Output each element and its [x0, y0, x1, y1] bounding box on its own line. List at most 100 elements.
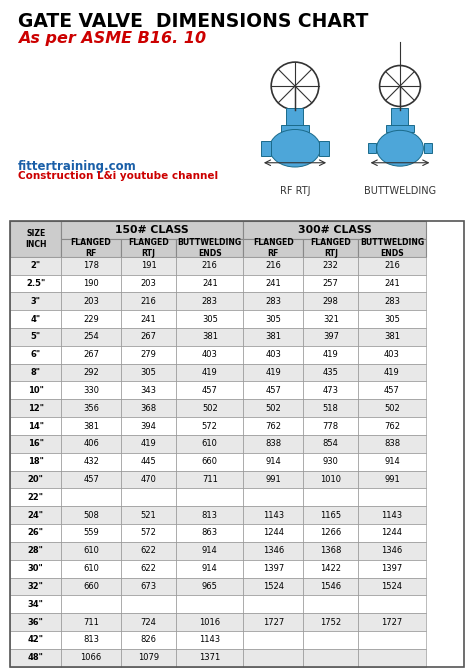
Text: 502: 502	[384, 404, 400, 413]
Text: 403: 403	[384, 350, 400, 359]
Bar	[121, 346, 176, 364]
Bar	[176, 381, 243, 399]
Text: 321: 321	[323, 315, 339, 324]
Text: 406: 406	[83, 440, 99, 448]
Text: 572: 572	[202, 421, 218, 431]
Text: 778: 778	[323, 421, 339, 431]
Bar	[121, 559, 176, 578]
Text: 356: 356	[83, 404, 99, 413]
Bar	[303, 596, 358, 613]
Text: 24": 24"	[28, 511, 44, 520]
Bar	[243, 292, 303, 310]
Text: 660: 660	[202, 457, 218, 466]
Bar	[176, 435, 243, 453]
Bar	[358, 239, 426, 257]
Bar	[176, 524, 243, 542]
Bar	[10, 507, 61, 524]
Bar	[10, 631, 61, 649]
Text: 854: 854	[323, 440, 339, 448]
Bar	[303, 435, 358, 453]
Text: 22": 22"	[28, 493, 44, 502]
Text: 572: 572	[141, 529, 156, 537]
Bar	[243, 578, 303, 596]
Text: 622: 622	[141, 564, 156, 573]
Text: BUTTWELDING
ENDS: BUTTWELDING ENDS	[178, 238, 242, 257]
Text: 838: 838	[384, 440, 400, 448]
Bar	[61, 649, 121, 667]
Text: 419: 419	[384, 368, 400, 377]
Bar	[10, 399, 61, 417]
Bar	[303, 328, 358, 346]
Text: 6": 6"	[31, 350, 41, 359]
Text: 203: 203	[83, 297, 99, 306]
Bar	[358, 524, 426, 542]
Bar	[358, 649, 426, 667]
Text: 232: 232	[323, 261, 339, 270]
Bar	[121, 649, 176, 667]
Bar	[303, 417, 358, 435]
Text: 965: 965	[202, 582, 218, 591]
Text: 300# CLASS: 300# CLASS	[298, 225, 371, 235]
Text: 559: 559	[83, 529, 99, 537]
Text: 305: 305	[202, 315, 218, 324]
Text: 368: 368	[141, 404, 157, 413]
Text: 190: 190	[83, 279, 99, 288]
Bar	[243, 239, 303, 257]
Bar	[176, 310, 243, 328]
Bar	[61, 453, 121, 470]
Bar	[121, 399, 176, 417]
Bar	[61, 578, 121, 596]
Text: 216: 216	[141, 297, 156, 306]
Text: 267: 267	[141, 332, 156, 342]
Bar	[10, 488, 61, 507]
Bar	[303, 453, 358, 470]
Bar	[243, 596, 303, 613]
Text: 216: 216	[265, 261, 281, 270]
Text: 343: 343	[141, 386, 156, 395]
Text: 381: 381	[265, 332, 281, 342]
Bar	[176, 613, 243, 631]
Bar	[121, 631, 176, 649]
Bar	[243, 221, 426, 239]
Text: 10": 10"	[28, 386, 44, 395]
Bar	[303, 613, 358, 631]
Bar	[61, 417, 121, 435]
Bar	[319, 141, 329, 156]
Bar	[243, 328, 303, 346]
Bar	[176, 649, 243, 667]
Text: 330: 330	[83, 386, 99, 395]
Text: 1546: 1546	[320, 582, 341, 591]
Bar	[121, 578, 176, 596]
Bar	[243, 399, 303, 417]
Bar	[358, 364, 426, 381]
Bar	[61, 488, 121, 507]
Bar	[121, 417, 176, 435]
Bar	[358, 596, 426, 613]
Text: 403: 403	[265, 350, 281, 359]
Bar	[61, 364, 121, 381]
Bar	[358, 257, 426, 275]
Bar	[176, 239, 243, 257]
Text: 473: 473	[323, 386, 339, 395]
Text: 2.5": 2.5"	[26, 279, 46, 288]
Text: 432: 432	[83, 457, 99, 466]
Text: 914: 914	[384, 457, 400, 466]
Text: 4": 4"	[31, 315, 41, 324]
Text: 216: 216	[202, 261, 218, 270]
Bar	[10, 346, 61, 364]
Bar	[61, 399, 121, 417]
Bar	[121, 488, 176, 507]
Bar	[61, 346, 121, 364]
Bar	[61, 435, 121, 453]
Text: 283: 283	[202, 297, 218, 306]
Bar	[243, 524, 303, 542]
Text: 191: 191	[141, 261, 156, 270]
Text: 521: 521	[141, 511, 156, 520]
Text: FLANGED
RF: FLANGED RF	[71, 238, 111, 257]
Bar	[358, 346, 426, 364]
Bar	[358, 613, 426, 631]
Text: 30": 30"	[28, 564, 44, 573]
Bar	[10, 221, 61, 257]
Text: 283: 283	[384, 297, 400, 306]
Text: GATE VALVE  DIMENSIONS CHART: GATE VALVE DIMENSIONS CHART	[18, 12, 368, 31]
